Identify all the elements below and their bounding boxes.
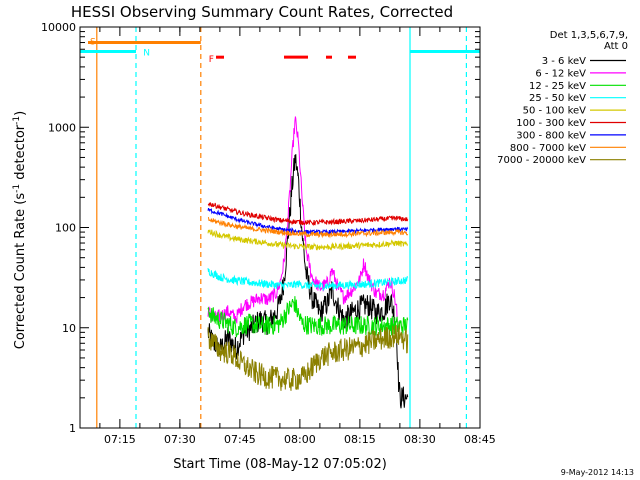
- y-tick-label: 1: [69, 422, 76, 435]
- legend-label: 12 - 25 keV: [529, 81, 586, 92]
- x-tick-label: 07:45: [224, 433, 256, 446]
- series-line-100-300-kev: [207, 202, 409, 227]
- legend-label: 25 - 50 keV: [529, 93, 586, 104]
- series-line-25-50-kev: [207, 268, 409, 292]
- chart-title: HESSI Observing Summary Count Rates, Cor…: [71, 3, 453, 21]
- y-axis-label: Corrected Count Rate (s-1 detector-1): [12, 111, 28, 349]
- series-line-50-100-kev: [207, 229, 409, 251]
- legend-label: 50 - 100 keV: [523, 106, 587, 117]
- series-line-6-12-kev: [207, 116, 399, 324]
- y-axis-label-main: Corrected Count Rate (s: [13, 193, 28, 350]
- flag-label-s: S: [90, 38, 96, 48]
- x-axis-label: Start Time (08-May-12 07:05:02): [173, 457, 387, 472]
- y-tick-label: 10000: [41, 21, 76, 34]
- x-tick-label: 07:30: [164, 433, 196, 446]
- x-tick-label: 08:00: [284, 433, 316, 446]
- legend-label: 7000 - 20000 keV: [497, 155, 586, 166]
- x-tick-label: 08:15: [344, 433, 376, 446]
- flag-label-n: N: [143, 48, 150, 58]
- y-tick-label: 1000: [48, 121, 76, 134]
- legend-label: 800 - 7000 keV: [510, 143, 586, 154]
- x-tick-label: 07:15: [104, 433, 136, 446]
- series-line-12-25-kev: [207, 296, 409, 338]
- legend-label: 6 - 12 keV: [535, 68, 586, 79]
- series-line-800-7000-kev: [207, 217, 409, 239]
- legend-label: 100 - 300 keV: [516, 118, 586, 129]
- y-tick-label: 10: [62, 322, 76, 335]
- flag-label-f: F: [209, 55, 214, 65]
- series-line-7000-20000-kev: [207, 323, 409, 391]
- x-tick-label: 08:45: [464, 433, 496, 446]
- x-tick-label: 08:30: [404, 433, 436, 446]
- footer-date: 9-May-2012 14:13: [561, 468, 634, 477]
- legend-label: 300 - 800 keV: [516, 130, 586, 141]
- y-axis-label-mid: detector: [13, 124, 28, 184]
- legend-header: Att 0: [604, 41, 628, 52]
- series-line-3-6-kev: [207, 154, 409, 409]
- legend-header: Det 1,3,5,6,7,9,: [550, 30, 628, 41]
- legend-label: 3 - 6 keV: [542, 56, 586, 67]
- y-axis-label-sup1: -1: [12, 184, 22, 193]
- chart-axes: 1 10 100 1000 10000 07:15 07:30 07:45 08:00 08:15…: [41, 21, 496, 446]
- y-tick-label: 100: [55, 222, 76, 235]
- chart-marks: S N F: [80, 27, 480, 428]
- y-axis-label-end: ): [13, 111, 28, 116]
- y-axis-label-sup2: -1: [12, 116, 22, 125]
